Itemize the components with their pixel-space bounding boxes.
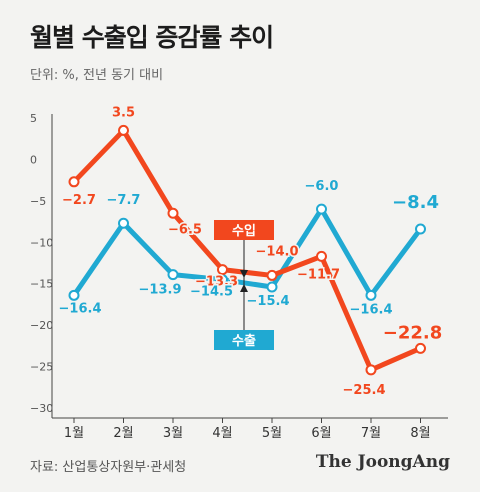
data-label-export: −7.7 <box>107 193 141 208</box>
unit-note: 단위: %, 전년 동기 대비 <box>30 68 164 83</box>
page-title: 월별 수출입 증감률 추이 <box>30 23 274 52</box>
y-tick-label: −10 <box>30 236 53 249</box>
data-point-export <box>167 269 179 281</box>
data-label-import: −6.5 <box>168 222 202 237</box>
data-point-export <box>68 289 80 301</box>
data-label-export: −8.4 <box>392 192 439 213</box>
series-line-export <box>71 206 423 298</box>
data-label-import: −11.7 <box>297 267 340 282</box>
data-point-import <box>316 250 327 262</box>
x-tick-label: 4월 <box>212 426 232 441</box>
data-point-export <box>266 281 278 293</box>
series-line-import <box>71 127 423 373</box>
y-tick-label: 0 <box>30 153 37 166</box>
data-point-export <box>118 217 129 229</box>
y-tick-label: −20 <box>30 319 53 332</box>
data-point-export <box>316 203 327 215</box>
y-tick-label: −5 <box>30 195 46 208</box>
legend-export-box <box>214 330 274 350</box>
x-tick-label: 5월 <box>262 426 282 441</box>
data-label-import: −14.0 <box>256 244 299 259</box>
data-point-import <box>167 207 179 219</box>
data-point-import <box>217 264 228 276</box>
data-point-import <box>68 176 80 188</box>
data-point-import <box>365 364 377 376</box>
data-label-export: −15.4 <box>247 294 290 309</box>
data-label-export: −14.5 <box>190 285 233 300</box>
data-point-import <box>266 269 278 281</box>
data-point-export <box>365 289 377 301</box>
data-label-import: −2.7 <box>62 193 96 208</box>
data-label-import: −25.4 <box>343 383 386 398</box>
legend-pointer-export <box>240 284 248 292</box>
data-label-export: −6.0 <box>305 179 339 194</box>
legend-import-box <box>214 220 274 240</box>
brand-logo: The JoongAng <box>315 452 450 472</box>
data-label-import: 3.5 <box>112 105 135 120</box>
y-tick-label: −30 <box>30 402 53 415</box>
y-tick-label: −25 <box>30 361 53 374</box>
data-label-import: −22.8 <box>383 322 443 343</box>
data-point-import <box>415 342 426 354</box>
y-tick-label: 5 <box>30 112 37 125</box>
data-label-export: −16.4 <box>350 302 393 317</box>
data-label-export: −13.9 <box>139 283 182 298</box>
data-point-import <box>118 124 129 136</box>
x-tick-label: 1월 <box>64 426 84 441</box>
legend-export-label: 수출 <box>232 333 256 349</box>
data-label-export: −16.4 <box>59 301 102 316</box>
legend-import-label: 수입 <box>232 224 256 239</box>
y-tick-label: −15 <box>30 278 53 291</box>
source-note: 자료: 산업통상자원부·관세청 <box>30 460 187 475</box>
x-tick-label: 3월 <box>163 426 183 441</box>
x-tick-label: 6월 <box>311 426 331 441</box>
x-tick-label: 7월 <box>361 426 381 441</box>
legend-pointer-import <box>240 270 248 278</box>
data-label-import: −13.3 <box>195 275 238 290</box>
x-tick-label: 8월 <box>410 426 430 441</box>
data-point-export <box>415 223 426 235</box>
x-tick-label: 2월 <box>113 426 133 441</box>
